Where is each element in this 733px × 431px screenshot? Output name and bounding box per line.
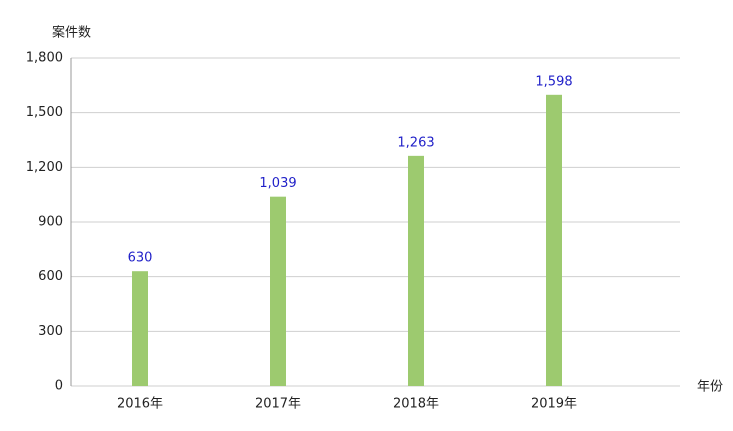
x-tick-label: 2018年 — [393, 397, 439, 412]
y-tick-label: 1,200 — [26, 160, 63, 175]
x-tick-label: 2017年 — [255, 397, 301, 412]
y-tick-label: 300 — [38, 324, 63, 339]
x-tick-label: 2019年 — [531, 397, 577, 412]
bar — [132, 271, 148, 386]
y-axis-label: 案件数 — [52, 26, 91, 41]
value-label: 1,263 — [397, 135, 434, 150]
value-label: 630 — [128, 251, 153, 266]
y-tick-label: 900 — [38, 215, 63, 230]
bar — [408, 155, 424, 386]
y-tick-label: 1,500 — [26, 105, 63, 120]
y-tick-label: 1,800 — [26, 51, 63, 66]
y-tick-label: 0 — [55, 379, 63, 394]
value-label: 1,039 — [259, 176, 296, 191]
x-axis-label: 年份 — [697, 380, 723, 395]
value-label: 1,598 — [535, 74, 572, 89]
x-tick-label: 2016年 — [117, 397, 163, 412]
bar — [270, 196, 286, 386]
bar — [546, 94, 562, 386]
y-tick-label: 600 — [38, 269, 63, 284]
